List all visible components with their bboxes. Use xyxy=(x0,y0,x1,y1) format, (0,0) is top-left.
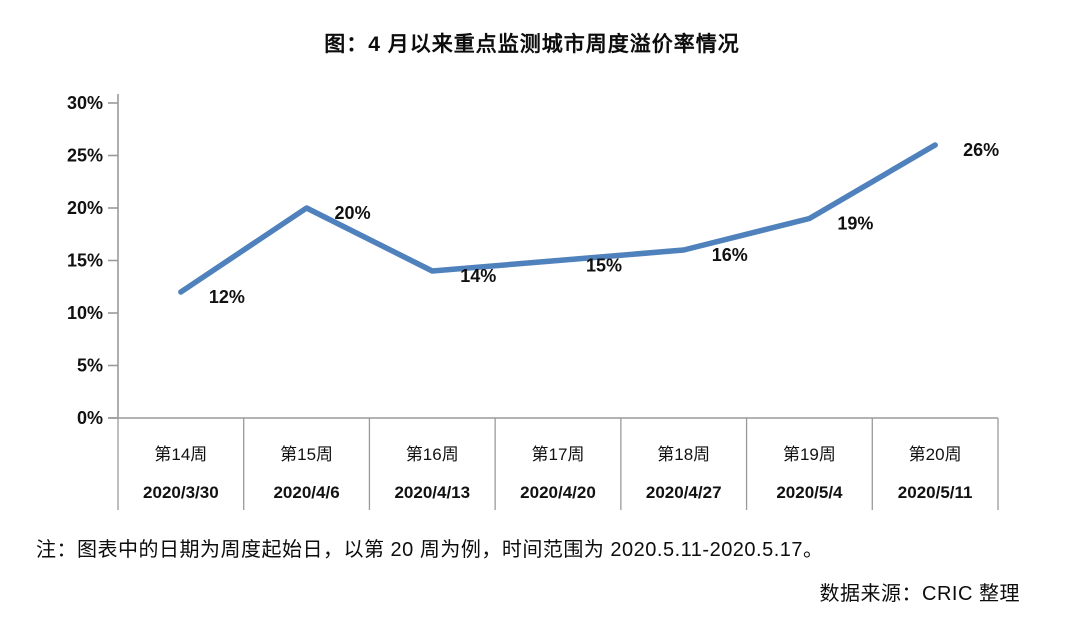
data-point-label: 15% xyxy=(586,256,622,276)
x-axis-date-label: 2020/4/13 xyxy=(394,483,470,502)
x-axis-week-label: 第20周 xyxy=(909,445,962,464)
chart-title: 图：4 月以来重点监测城市周度溢价率情况 xyxy=(324,33,740,56)
x-axis-week-label: 第17周 xyxy=(532,445,585,464)
y-axis-tick-label: 10% xyxy=(67,303,103,323)
data-point-label: 26% xyxy=(963,140,999,160)
premium-rate-line-series xyxy=(178,142,938,295)
chart-source: 数据来源：CRIC 整理 xyxy=(819,583,1020,605)
data-point-label: 20% xyxy=(335,203,371,223)
x-axis-date-label: 2020/5/11 xyxy=(898,483,973,502)
data-point-label: 12% xyxy=(209,287,245,307)
x-axis-date-label: 2020/3/30 xyxy=(143,483,219,502)
x-axis-date-label: 2020/4/20 xyxy=(520,483,596,502)
chart-note: 注：图表中的日期为周度起始日，以第 20 周为例，时间范围为 2020.5.11… xyxy=(36,539,824,561)
x-axis-week-label: 第19周 xyxy=(783,445,836,464)
data-point-label: 16% xyxy=(712,245,748,265)
x-axis-date-label: 2020/4/27 xyxy=(646,483,722,502)
y-axis-tick-label: 20% xyxy=(67,198,103,218)
y-axis-tick-label: 15% xyxy=(67,251,103,271)
y-axis-tick-label: 0% xyxy=(77,408,103,428)
x-axis-week-label: 第16周 xyxy=(406,445,459,464)
data-point-label: 19% xyxy=(837,214,873,234)
data-point-label: 14% xyxy=(460,266,496,286)
x-axis-date-label: 2020/5/4 xyxy=(776,483,843,502)
x-axis-week-label: 第15周 xyxy=(280,445,333,464)
x-axis-week-label: 第14周 xyxy=(154,445,207,464)
y-axis-tick-label: 30% xyxy=(67,93,103,113)
x-axis-date-label: 2020/4/6 xyxy=(273,483,339,502)
y-axis-tick-label: 5% xyxy=(77,356,103,376)
y-axis-tick-label: 25% xyxy=(67,146,103,166)
x-axis-week-label: 第18周 xyxy=(657,445,710,464)
